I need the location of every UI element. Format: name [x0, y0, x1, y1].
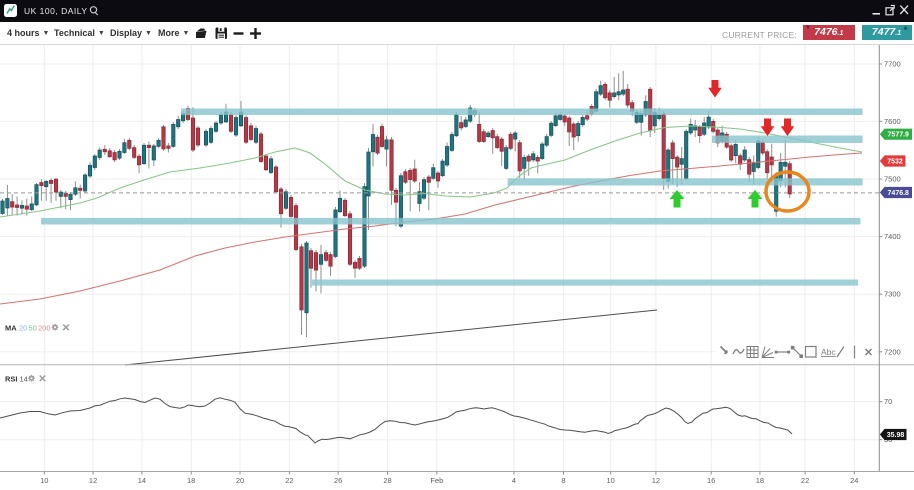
svg-text:7577.9: 7577.9: [888, 132, 910, 139]
svg-text:18: 18: [187, 476, 195, 485]
svg-text:12: 12: [89, 476, 97, 485]
svg-text:14: 14: [20, 374, 28, 383]
svg-text:MA: MA: [5, 323, 17, 332]
svg-text:10: 10: [40, 476, 48, 485]
svg-text:10: 10: [607, 476, 615, 485]
svg-text:24: 24: [850, 476, 858, 485]
svg-text:7532: 7532: [887, 158, 903, 165]
svg-text:18: 18: [756, 476, 764, 485]
svg-text:200: 200: [38, 323, 51, 332]
svg-text:70: 70: [884, 397, 892, 406]
svg-text:16: 16: [707, 476, 715, 485]
svg-text:7600: 7600: [884, 117, 901, 126]
svg-text:7700: 7700: [884, 60, 901, 69]
svg-text:7300: 7300: [884, 290, 901, 299]
svg-text:Abc: Abc: [821, 347, 836, 357]
svg-text:RSI: RSI: [5, 374, 18, 383]
svg-text:7500: 7500: [884, 175, 901, 184]
svg-text:7400: 7400: [884, 232, 901, 241]
svg-text:7476.8: 7476.8: [888, 190, 910, 197]
svg-text:4: 4: [512, 476, 516, 485]
svg-text:22: 22: [285, 476, 293, 485]
svg-text:7200: 7200: [884, 347, 901, 356]
svg-text:Feb: Feb: [430, 476, 443, 485]
svg-text:26: 26: [334, 476, 342, 485]
svg-text:35.98: 35.98: [887, 432, 905, 439]
svg-text:14: 14: [138, 476, 146, 485]
svg-text:8: 8: [561, 476, 565, 485]
svg-text:22: 22: [801, 476, 809, 485]
svg-text:28: 28: [383, 476, 391, 485]
svg-text:20: 20: [236, 476, 244, 485]
svg-text:50: 50: [29, 323, 37, 332]
svg-text:20: 20: [19, 323, 27, 332]
svg-text:12: 12: [652, 476, 660, 485]
